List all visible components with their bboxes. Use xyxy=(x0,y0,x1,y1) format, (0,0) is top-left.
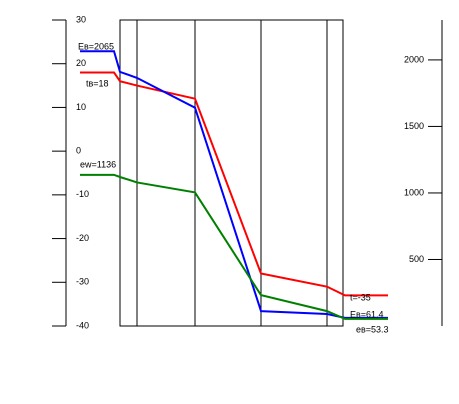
y2-tick-label: 500 xyxy=(409,254,424,264)
annotation: eв=53.3 xyxy=(356,324,389,334)
annotation: Eв=61.4 xyxy=(350,309,384,319)
series-line xyxy=(80,50,388,319)
y-tick-label: 10 xyxy=(76,102,86,112)
y-tick-label: -30 xyxy=(76,277,89,287)
y-tick-label: -10 xyxy=(76,189,89,199)
annotation: Eв=2065 xyxy=(78,41,114,51)
y2-tick-label: 1000 xyxy=(404,187,424,197)
y-tick-label: -40 xyxy=(76,320,89,330)
annotation: ew=1136 xyxy=(80,159,116,169)
series-line xyxy=(80,71,388,297)
y-tick-label: 30 xyxy=(76,14,86,24)
y-tick-label: 20 xyxy=(76,58,86,68)
annotation: t=-35 xyxy=(350,292,371,302)
y2-tick-label: 2000 xyxy=(404,54,424,64)
y2-tick-label: 1500 xyxy=(404,121,424,131)
series-line xyxy=(80,173,388,320)
wall-frame xyxy=(119,19,344,327)
y-tick-label: -20 xyxy=(76,233,89,243)
annotation: tв=18 xyxy=(86,78,109,88)
y-tick-label: 0 xyxy=(76,146,81,156)
